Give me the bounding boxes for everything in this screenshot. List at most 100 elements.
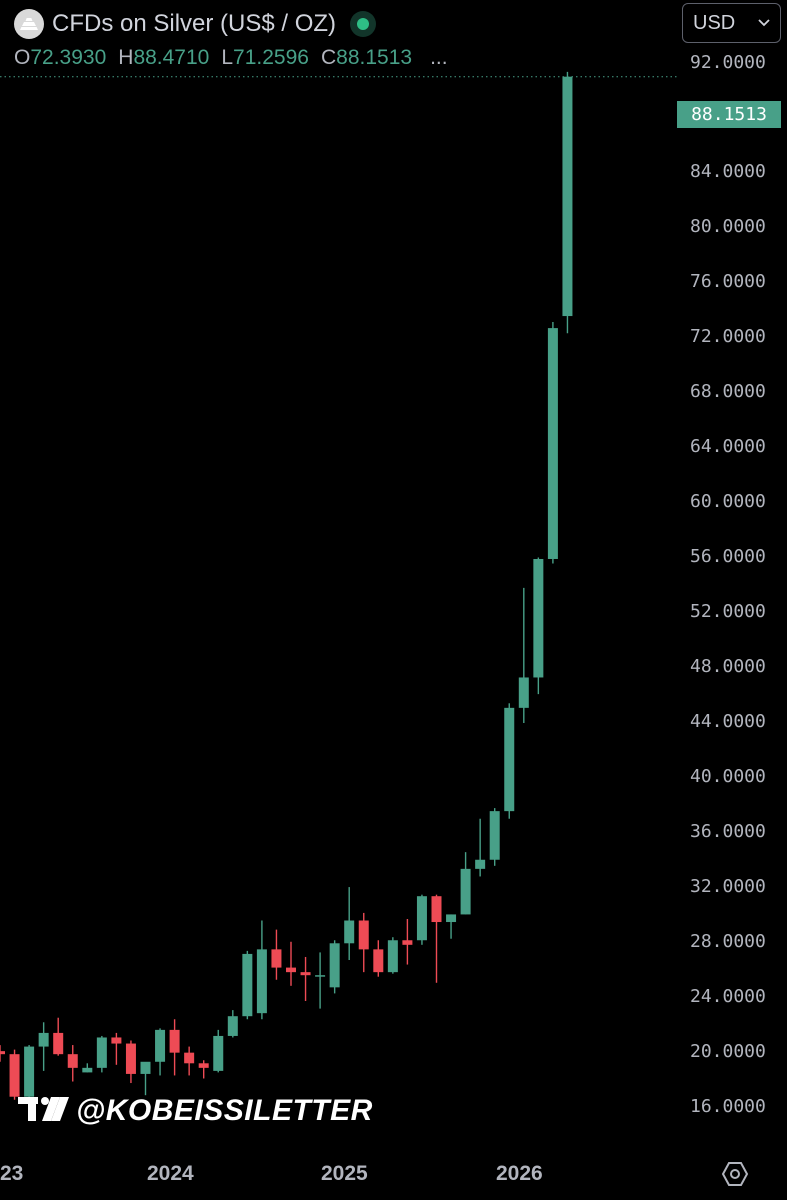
candle[interactable] [533,557,544,695]
price-axis-label: 28.0000 [690,931,766,952]
low-value: 71.2596 [233,46,309,69]
symbol-title[interactable]: CFDs on Silver (US$ / OZ) [52,10,337,37]
more-indicator[interactable]: ... [430,46,448,69]
candle-body [155,1029,166,1062]
open-label: O [14,46,31,69]
candle[interactable] [140,1061,151,1096]
price-axis-label: 76.0000 [690,271,766,292]
price-axis-label: 16.0000 [690,1096,766,1117]
candle[interactable] [416,894,427,945]
candle[interactable] [446,914,457,939]
candle[interactable] [518,587,529,724]
candle-body [96,1037,107,1068]
settings-icon[interactable] [721,1160,749,1188]
candle[interactable] [300,956,311,1002]
open-value: 72.3930 [30,46,107,69]
candle-body [82,1067,93,1073]
candle[interactable] [169,1019,180,1076]
candle-body [198,1063,209,1068]
price-axis-label: 56.0000 [690,546,766,567]
candle-body [387,940,398,973]
price-axis-label: 44.0000 [690,711,766,732]
candle-body [431,896,442,923]
candle[interactable] [315,952,326,1009]
market-status-icon[interactable] [350,11,377,37]
candle-body [38,1032,49,1047]
candle-body [504,707,515,812]
candle-body [329,943,340,988]
candle[interactable] [402,918,413,965]
candle-body [533,558,544,678]
candle[interactable] [67,1045,78,1082]
candle-body [460,868,471,915]
candle[interactable] [242,950,253,1020]
tradingview-logo-icon [18,1095,70,1128]
candle[interactable] [562,71,573,334]
candle[interactable] [271,929,282,980]
candle[interactable] [489,808,500,866]
candle[interactable] [155,1028,166,1076]
currency-value: USD [693,11,736,34]
candle[interactable] [431,894,442,983]
price-axis-label: 60.0000 [690,491,766,512]
candle[interactable] [227,1010,238,1038]
candle-body [489,811,500,860]
candle[interactable] [198,1060,209,1079]
candle-body [300,972,311,976]
candle[interactable] [125,1040,136,1084]
candle[interactable] [256,920,267,1020]
candle-body [402,940,413,945]
candle-body [344,920,355,944]
candle-body [169,1029,180,1053]
candle-body [125,1043,136,1074]
candle-body [373,949,384,973]
candle-body [53,1032,64,1055]
price-axis-label: 92.0000 [690,52,766,73]
candle[interactable] [373,940,384,977]
candle-body [0,1051,5,1055]
price-axis-label: 32.0000 [690,876,766,897]
time-axis-label: 23 [0,1162,24,1185]
price-axis-label: 84.0000 [690,161,766,182]
candle[interactable] [475,818,486,877]
candle[interactable] [286,941,296,986]
candle[interactable] [329,940,340,994]
candle[interactable] [0,1045,5,1062]
candle-body [562,76,573,317]
candle[interactable] [344,887,355,960]
candle[interactable] [184,1046,195,1076]
candle[interactable] [53,1017,64,1056]
candle-body [111,1037,122,1044]
candle[interactable] [9,1049,20,1100]
watermark-handle: @KOBEISSILETTER [76,1094,373,1127]
price-axis-label: 64.0000 [690,436,766,457]
candle[interactable] [460,852,471,915]
candle-body [446,914,457,923]
price-axis-label: 36.0000 [690,821,766,842]
candle[interactable] [547,322,558,564]
ohlc-legend: O 72.3930 H 88.4710 L 71.2596 C 88.1513 … [14,46,448,70]
candle[interactable] [38,1022,49,1071]
candle-body [475,859,486,869]
candle-body [140,1061,151,1074]
candle[interactable] [111,1032,122,1065]
candle[interactable] [96,1035,107,1073]
price-axis-label: 20.0000 [690,1041,766,1062]
candle[interactable] [213,1029,224,1073]
price-axis-label: 68.0000 [690,381,766,402]
candle-body [213,1035,224,1071]
candle-body [271,949,282,968]
candle-body [286,967,296,973]
candle[interactable] [387,937,398,974]
candle[interactable] [358,912,369,973]
time-axis-label: 2026 [496,1162,543,1185]
candle[interactable] [504,703,515,819]
candle-body [315,975,326,977]
currency-select[interactable]: USD [682,3,781,43]
watermark: @KOBEISSILETTER [18,1094,373,1128]
time-axis-label: 2024 [147,1162,194,1185]
high-label: H [118,46,134,69]
candle[interactable] [82,1063,93,1073]
